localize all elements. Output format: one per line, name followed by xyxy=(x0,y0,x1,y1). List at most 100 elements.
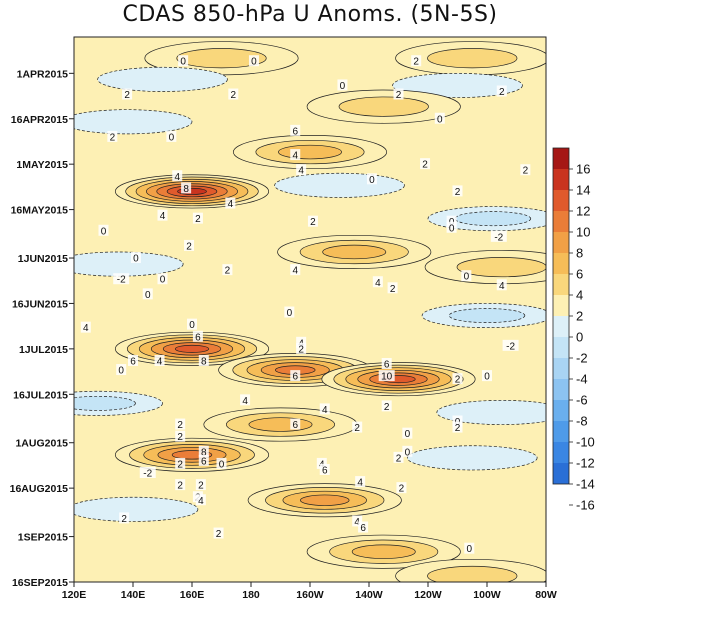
contour-label: 6 xyxy=(195,332,201,343)
contour-label-bg xyxy=(195,494,206,506)
contour-label: 4 xyxy=(228,199,234,210)
contour-label-bg xyxy=(461,270,472,282)
contour-label-bg xyxy=(139,467,156,478)
contour-label: 2 xyxy=(396,90,402,101)
contour-label-bg xyxy=(178,55,189,67)
contour-label: 0 xyxy=(340,81,346,92)
contour-label: 2 xyxy=(124,90,130,101)
colorbar-label: -2 xyxy=(576,351,588,366)
contour-label: 0 xyxy=(464,272,470,283)
contour-label: 2 xyxy=(177,481,183,492)
colorbar-bin xyxy=(553,148,569,169)
anomaly-contour-pos4 xyxy=(427,565,518,582)
contour-label: 0 xyxy=(437,114,443,125)
contour-label-bg xyxy=(319,463,330,475)
contour-label: 8 xyxy=(201,447,207,458)
colorbar-label: 14 xyxy=(576,183,590,198)
anomaly-contour-pos6 xyxy=(278,144,342,160)
y-axis-ticks: 1APR2015 16APR2015 1MAY2015 16MAY2015 1JUN20… xyxy=(10,68,74,589)
colorbar-label: -14 xyxy=(576,477,595,492)
contour-label: 2 xyxy=(231,90,237,101)
colorbar-label: 0 xyxy=(576,330,583,345)
contour-label-bg xyxy=(192,212,203,224)
contour-label-bg xyxy=(154,354,165,366)
y-tick-label: 16JUN2015 xyxy=(12,298,68,310)
x-tick-label: 180 xyxy=(242,589,260,601)
contour-label-bg xyxy=(352,421,363,433)
contour-label: 4 xyxy=(160,211,166,222)
anomaly-contour-neg4 xyxy=(448,308,526,323)
colorbar-label: 2 xyxy=(576,309,583,324)
contour-label: 0 xyxy=(145,290,151,301)
contour-label-bg xyxy=(316,457,327,469)
contour-label: 2 xyxy=(121,514,127,525)
contour-labels: 002220222060422404824242000-22024-204204… xyxy=(80,55,531,555)
contour-label-bg xyxy=(98,224,109,236)
colorbar-bin xyxy=(553,232,569,253)
contour-label-bg xyxy=(290,370,301,382)
contour-label: 2 xyxy=(225,266,231,277)
contour-label-bg xyxy=(446,215,457,227)
contour-label: 6 xyxy=(292,420,298,431)
y-tick-label: 16SEP2015 xyxy=(12,577,68,589)
anomaly-contour-pos6 xyxy=(351,544,416,559)
contour-label-bg xyxy=(381,400,392,412)
colorbar-bin xyxy=(553,463,569,484)
contour-label-bg xyxy=(393,451,404,463)
contour-label-bg xyxy=(284,306,295,318)
contour-label: 2 xyxy=(390,284,396,295)
contour-label-bg xyxy=(296,164,307,176)
x-tick-label: 140E xyxy=(121,589,146,601)
contour-label-bg xyxy=(352,515,363,527)
colorbar-bin xyxy=(553,421,569,442)
contour-label: 10 xyxy=(381,372,393,383)
contour-label: 2 xyxy=(310,217,316,228)
chart-title: CDAS 850-hPa U Anoms. (5N-5S) xyxy=(122,2,498,27)
contour-label: 0 xyxy=(133,254,139,265)
contour-label-bg xyxy=(198,454,209,466)
colorbar-label: -6 xyxy=(576,393,588,408)
y-tick-label: 1AUG2015 xyxy=(15,438,68,450)
contour-label-bg xyxy=(411,55,422,67)
contour-label: 4 xyxy=(292,266,298,277)
x-tick-label: 160W xyxy=(296,589,324,601)
contour-label: 0 xyxy=(484,372,490,383)
contour-label: 0 xyxy=(405,429,411,440)
colorbar-bin xyxy=(553,190,569,211)
contour-label-bg xyxy=(464,542,475,554)
anomaly-contour-neg2 xyxy=(436,399,546,425)
contour-label: 2 xyxy=(384,402,390,413)
contour-label: 6 xyxy=(292,372,298,383)
contour-label-bg xyxy=(195,479,206,491)
colorbar-label: 10 xyxy=(576,225,590,240)
colorbar: 16 14 12 10 8 6 4 2 0 -2 -4 -6 -8 -10 -12 -14 -16 xyxy=(552,147,595,513)
contour-label-bg xyxy=(396,482,407,494)
contour-label: 2 xyxy=(198,481,204,492)
contour-label: 0 xyxy=(160,275,166,286)
x-tick-label: 80W xyxy=(535,589,557,601)
colorbar-label: -12 xyxy=(576,456,595,471)
x-tick-label: 100W xyxy=(473,589,501,601)
contour-label-bg xyxy=(187,318,197,330)
contour-label-bg xyxy=(296,336,307,348)
contour-label: 2 xyxy=(110,132,116,143)
anomaly-contour-neg2 xyxy=(97,66,228,92)
contour-label: 2 xyxy=(422,160,428,171)
contour-label: 0 xyxy=(405,447,411,458)
y-tick-label: 1MAY2015 xyxy=(16,159,68,171)
contour-label: 2 xyxy=(399,484,405,495)
contour-label: 4 xyxy=(174,172,180,183)
contour-label-bg xyxy=(228,88,239,100)
contour-label-bg xyxy=(248,55,259,67)
contour-label: 2 xyxy=(499,87,505,98)
colorbar-bin xyxy=(553,442,569,463)
y-tick-label: 16AUG2015 xyxy=(10,483,69,495)
contour-label-bg xyxy=(372,276,383,288)
contour-label-bg xyxy=(113,273,130,285)
contour-label-bg xyxy=(222,264,233,276)
colorbar-label: -4 xyxy=(576,372,588,387)
contour-label: 4 xyxy=(83,323,89,334)
contour-label: -2 xyxy=(494,232,503,243)
contour-label-bg xyxy=(184,239,195,251)
